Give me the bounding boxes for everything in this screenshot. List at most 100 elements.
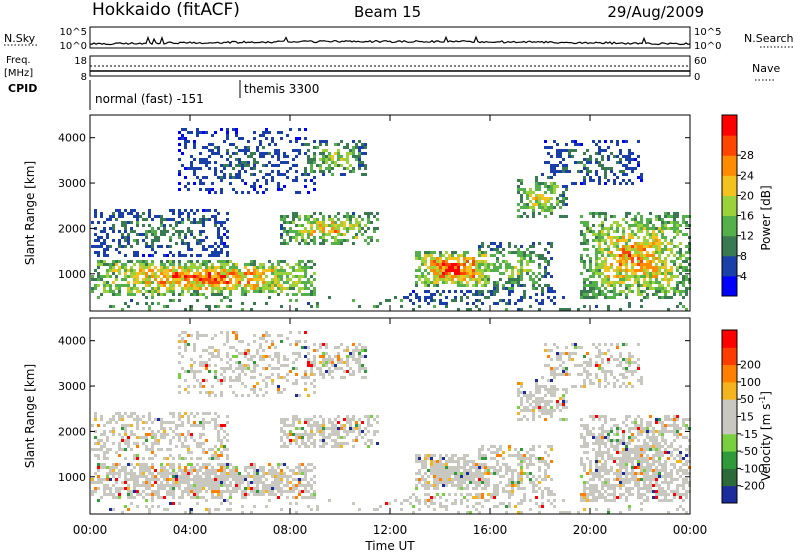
power-cell <box>568 170 571 173</box>
velocity-cell <box>193 496 196 499</box>
velocity-cell <box>490 466 493 469</box>
power-cell <box>106 236 109 239</box>
velocity-cell <box>319 370 322 373</box>
velocity-cell <box>250 511 253 514</box>
power-cell <box>211 143 214 146</box>
velocity-cell <box>424 478 427 481</box>
velocity-cell <box>487 478 490 481</box>
velocity-cell <box>526 451 529 454</box>
power-cell <box>115 269 118 272</box>
power-cell <box>217 260 220 263</box>
velocity-cell <box>430 454 433 457</box>
power-cell <box>583 287 586 290</box>
velocity-cell <box>334 439 337 442</box>
power-cell <box>493 242 496 245</box>
power-cell <box>556 185 559 188</box>
velocity-cell <box>142 463 145 466</box>
velocity-cell <box>202 421 205 424</box>
velocity-cell <box>325 370 328 373</box>
power-cell <box>286 275 289 278</box>
velocity-cell <box>220 478 223 481</box>
velocity-cell <box>217 484 220 487</box>
power-cell <box>277 164 280 167</box>
power-cell <box>442 263 445 266</box>
power-cell <box>286 272 289 275</box>
power-cell <box>106 269 109 272</box>
velocity-cell <box>115 478 118 481</box>
power-cell <box>538 185 541 188</box>
velocity-cell <box>127 484 130 487</box>
power-cell <box>298 269 301 272</box>
power-cell <box>565 143 568 146</box>
power-cell <box>211 254 214 257</box>
velocity-cell <box>364 370 367 373</box>
velocity-cell <box>493 505 496 508</box>
power-cell <box>637 221 640 224</box>
velocity-cell <box>496 484 499 487</box>
velocity-cell <box>217 430 220 433</box>
velocity-cell <box>517 391 520 394</box>
velocity-cell <box>358 367 361 370</box>
velocity-cell <box>268 490 271 493</box>
velocity-cell <box>427 475 430 478</box>
power-cell <box>592 296 595 299</box>
power-cell <box>358 149 361 152</box>
power-cell <box>607 254 610 257</box>
power-cell <box>235 284 238 287</box>
velocity-cell <box>244 490 247 493</box>
power-cell <box>280 287 283 290</box>
velocity-cell <box>151 445 154 448</box>
velocity-cell <box>481 496 484 499</box>
power-cell <box>637 224 640 227</box>
velocity-cell <box>520 418 523 421</box>
power-cell <box>184 167 187 170</box>
power-cell <box>586 254 589 257</box>
power-cell <box>607 230 610 233</box>
velocity-cell <box>220 481 223 484</box>
velocity-cell <box>250 487 253 490</box>
power-cell <box>97 296 100 299</box>
velocity-cell <box>202 361 205 364</box>
power-cell <box>196 290 199 293</box>
velocity-cell <box>313 358 316 361</box>
power-cell <box>469 272 472 275</box>
power-cell <box>547 146 550 149</box>
velocity-cell <box>448 481 451 484</box>
power-cell <box>433 299 436 302</box>
velocity-cell <box>214 418 217 421</box>
velocity-cell <box>325 361 328 364</box>
velocity-cell <box>115 472 118 475</box>
velocity-cell <box>520 463 523 466</box>
power-cell <box>121 212 124 215</box>
velocity-cell <box>253 340 256 343</box>
power-cell <box>265 275 268 278</box>
velocity-cell <box>172 421 175 424</box>
power-cell <box>235 263 238 266</box>
power-cell <box>589 260 592 263</box>
power-cell <box>538 212 541 215</box>
velocity-cell <box>259 478 262 481</box>
power-cell <box>319 242 322 245</box>
power-cell <box>286 233 289 236</box>
power-cell <box>166 275 169 278</box>
power-cell <box>658 284 661 287</box>
velocity-cell <box>358 424 361 427</box>
power-cell <box>460 281 463 284</box>
velocity-cell <box>199 334 202 337</box>
power-cell <box>268 260 271 263</box>
power-cell <box>208 218 211 221</box>
power-cell <box>655 275 658 278</box>
velocity-cell <box>160 433 163 436</box>
power-cell <box>448 263 451 266</box>
power-cell <box>181 293 184 296</box>
power-cell <box>313 287 316 290</box>
velocity-cell <box>286 364 289 367</box>
power-cell <box>187 248 190 251</box>
power-cell <box>208 305 211 308</box>
velocity-cell <box>151 433 154 436</box>
velocity-cell <box>313 439 316 442</box>
velocity-cell <box>295 358 298 361</box>
velocity-cell <box>487 466 490 469</box>
power-cell <box>295 263 298 266</box>
velocity-cell <box>502 490 505 493</box>
